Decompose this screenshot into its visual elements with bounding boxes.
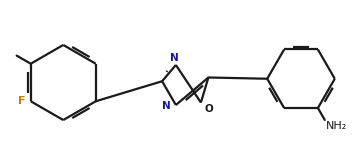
Text: F: F [18, 96, 26, 106]
Text: O: O [204, 104, 213, 114]
Text: NH₂: NH₂ [326, 121, 347, 131]
Text: N: N [162, 101, 171, 111]
Text: N: N [170, 53, 179, 63]
